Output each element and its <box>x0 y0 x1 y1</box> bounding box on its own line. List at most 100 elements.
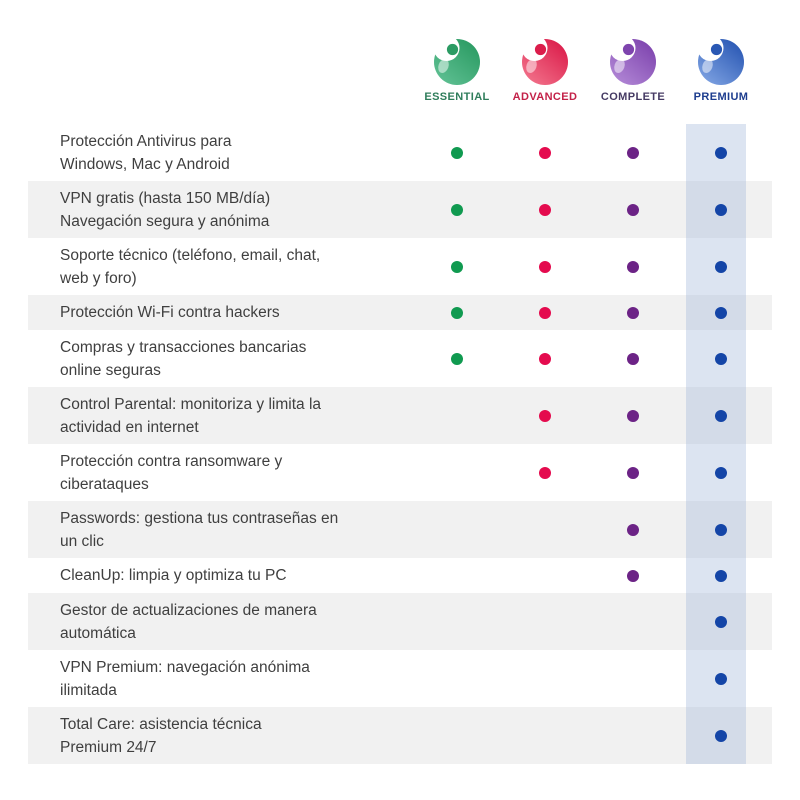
feature-row: Protección Wi-Fi contra hackers <box>28 295 772 330</box>
cell-advanced <box>501 330 589 387</box>
cell-complete <box>589 387 677 444</box>
feature-line: web y foro) <box>60 269 137 287</box>
cell-complete <box>589 501 677 558</box>
feature-row: Protección Antivirus para Windows, Mac y … <box>28 124 772 181</box>
feature-dot-essential <box>451 352 463 365</box>
cell-complete <box>589 181 677 238</box>
feature-dot-advanced <box>539 466 551 479</box>
cell-premium <box>677 387 765 444</box>
cell-essential <box>413 650 501 707</box>
feature-line: Compras y transacciones bancarias <box>60 338 307 356</box>
feature-row: Compras y transacciones bancarias online … <box>28 330 772 387</box>
feature-row: VPN gratis (hasta 150 MB/día) Navegación … <box>28 181 772 238</box>
feature-dot-essential <box>451 306 463 319</box>
cell-premium <box>677 558 765 593</box>
feature-dot-premium <box>715 306 727 319</box>
feature-dot-premium <box>715 466 727 479</box>
cell-essential <box>413 330 501 387</box>
panda-logo-icon <box>697 38 744 85</box>
cell-advanced <box>501 707 589 764</box>
feature-dot-advanced <box>539 203 551 216</box>
feature-label: CleanUp: limpia y optimiza tu PC <box>28 564 413 587</box>
cell-premium <box>677 238 765 295</box>
cell-premium <box>677 650 765 707</box>
feature-line: Protección Wi-Fi contra hackers <box>60 304 280 321</box>
feature-label: Protección Wi-Fi contra hackers <box>28 301 413 324</box>
feature-row: Soporte técnico (teléfono, email, chat, w… <box>28 238 772 295</box>
cell-essential <box>413 707 501 764</box>
feature-dot-complete <box>627 409 639 422</box>
feature-line: Protección Antivirus para <box>60 132 232 150</box>
cell-essential <box>413 295 501 330</box>
feature-dot-advanced <box>539 409 551 422</box>
feature-dot-premium <box>715 352 727 365</box>
cell-advanced <box>501 238 589 295</box>
feature-line: Protección contra ransomware y <box>60 452 283 470</box>
cell-advanced <box>501 558 589 593</box>
feature-row: CleanUp: limpia y optimiza tu PC <box>28 558 772 593</box>
feature-dot-essential <box>451 203 463 216</box>
feature-dot-complete <box>627 523 639 536</box>
feature-dot-premium <box>715 260 727 273</box>
feature-line: VPN gratis (hasta 150 MB/día) <box>60 189 271 207</box>
cell-complete <box>589 238 677 295</box>
cell-advanced <box>501 181 589 238</box>
cell-essential <box>413 593 501 650</box>
feature-row: Control Parental: monitoriza y limita la… <box>28 387 772 444</box>
feature-comparison-table: Protección Antivirus para Windows, Mac y … <box>28 124 772 764</box>
cell-premium <box>677 707 765 764</box>
feature-label: Soporte técnico (teléfono, email, chat, w… <box>28 244 413 290</box>
cell-essential <box>413 558 501 593</box>
feature-dot-essential <box>451 146 463 159</box>
feature-dot-advanced <box>539 146 551 159</box>
cell-complete <box>589 593 677 650</box>
feature-label: Control Parental: monitoriza y limita la… <box>28 393 413 439</box>
plan-name-label: ESSENTIAL <box>424 91 490 103</box>
feature-label: VPN gratis (hasta 150 MB/día) Navegación … <box>28 187 413 233</box>
feature-row: VPN Premium: navegación anónima ilimitada <box>28 650 772 707</box>
panda-logo-icon <box>521 38 568 85</box>
plan-name-label: PREMIUM <box>693 91 749 103</box>
feature-line: Passwords: gestiona tus contraseñas en <box>60 509 339 527</box>
feature-line: Soporte técnico (teléfono, email, chat, <box>60 246 321 264</box>
cell-advanced <box>501 650 589 707</box>
feature-dot-complete <box>627 569 639 582</box>
feature-line: ilimitada <box>60 681 117 699</box>
cell-advanced <box>501 124 589 181</box>
cell-essential <box>413 444 501 501</box>
feature-line: Gestor de actualizaciones de manera <box>60 601 317 619</box>
cell-advanced <box>501 387 589 444</box>
feature-line: un clic <box>60 532 104 550</box>
feature-label: Passwords: gestiona tus contraseñas en un… <box>28 507 413 553</box>
feature-dot-complete <box>627 306 639 319</box>
feature-line: Total Care: asistencia técnica <box>60 715 262 733</box>
cell-complete <box>589 124 677 181</box>
feature-dot-premium <box>715 569 727 582</box>
feature-row: Protección contra ransomware y ciberataqu… <box>28 444 772 501</box>
panda-logo-icon <box>433 38 480 85</box>
feature-line: Windows, Mac y Android <box>60 155 230 173</box>
feature-line: Navegación segura y anónima <box>60 212 270 230</box>
plan-name-label: COMPLETE <box>600 91 666 103</box>
feature-line: Control Parental: monitoriza y limita la <box>60 395 322 413</box>
cell-premium <box>677 124 765 181</box>
plan-header-essential: ESSENTIAL <box>413 38 501 103</box>
cell-premium <box>677 181 765 238</box>
feature-dot-premium <box>715 146 727 159</box>
plan-header-advanced: ADVANCED <box>501 38 589 103</box>
feature-dot-advanced <box>539 260 551 273</box>
feature-dot-premium <box>715 523 727 536</box>
cell-complete <box>589 444 677 501</box>
cell-complete <box>589 650 677 707</box>
plan-header-complete: COMPLETE <box>589 38 677 103</box>
feature-row: Total Care: asistencia técnica Premium 24… <box>28 707 772 764</box>
header-spacer <box>28 38 413 103</box>
feature-dot-complete <box>627 466 639 479</box>
cell-advanced <box>501 444 589 501</box>
feature-line: automática <box>60 624 136 642</box>
cell-essential <box>413 387 501 444</box>
cell-essential <box>413 181 501 238</box>
feature-label: Compras y transacciones bancarias online … <box>28 336 413 382</box>
cell-complete <box>589 707 677 764</box>
feature-dot-premium <box>715 203 727 216</box>
